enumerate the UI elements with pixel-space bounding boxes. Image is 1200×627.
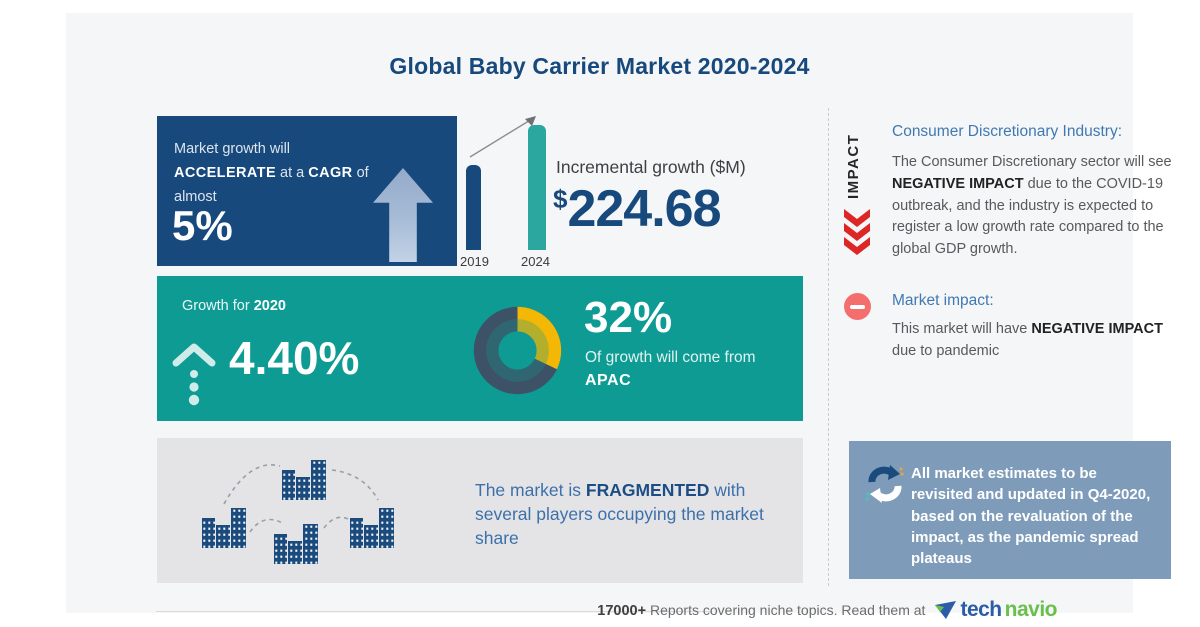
- market-impact-heading: Market impact:: [892, 292, 994, 309]
- infographic-card: Global Baby Carrier Market 2020-2024 Mar…: [66, 13, 1172, 621]
- market-impact-paragraph: This market will have NEGATIVE IMPACT du…: [892, 321, 1163, 359]
- incremental-growth-value: $224.68: [553, 180, 722, 238]
- impact-vertical-label: IMPACT: [845, 133, 862, 199]
- fragmented-box: The market is FRAGMENTED with several pl…: [157, 438, 803, 583]
- bar-2019: [466, 165, 481, 250]
- estimates-text: All market estimates to be revisited and…: [911, 465, 1151, 568]
- currency-symbol: $: [553, 184, 568, 214]
- vertical-divider: [828, 108, 829, 586]
- apac-share-desc: Of growth will come from: [585, 349, 756, 366]
- refresh-icon: [865, 465, 904, 503]
- industry-heading: Consumer Discretionary Industry:: [892, 123, 1122, 140]
- footer-text: 17000+ Reports covering niche topics. Re…: [597, 601, 926, 619]
- trend-arrow-icon: [469, 116, 536, 158]
- buildings-illustration: [202, 460, 394, 564]
- footer-divider: [156, 611, 711, 612]
- cagr-box: Market growth will ACCELERATE at a CAGR …: [157, 116, 457, 266]
- incremental-bar-chart: 2019 2024: [460, 113, 556, 269]
- estimates-box: All market estimates to be revisited and…: [849, 441, 1171, 579]
- apac-share-pct: 32%: [584, 293, 673, 342]
- technavio-logo[interactable]: tech navio: [935, 598, 1058, 622]
- growth-up-icon: [172, 343, 216, 406]
- fragmented-text: The market is FRAGMENTED with several pl…: [475, 480, 764, 549]
- apac-share-donut: [473, 306, 562, 395]
- growth-year-label: Growth for 2020: [182, 298, 286, 314]
- growth-2020-box: Growth for 2020 4.40% 32% Of growth will…: [157, 276, 803, 421]
- page-title: Global Baby Carrier Market 2020-2024: [389, 53, 810, 79]
- bar-label-2019: 2019: [460, 254, 489, 269]
- cagr-value: 5%: [172, 202, 233, 249]
- technavio-logo-icon: [935, 601, 957, 619]
- bar-2024: [528, 125, 546, 250]
- growth-2020-value: 4.40%: [229, 332, 360, 384]
- bar-label-2024: 2024: [521, 254, 550, 269]
- industry-paragraph: The Consumer Discretionary sector will s…: [892, 154, 1172, 257]
- apac-share-region: APAC: [585, 372, 632, 389]
- negative-impact-chevrons-icon: [844, 209, 870, 255]
- incremental-growth-label: Incremental growth ($M): [556, 157, 746, 177]
- footer: 17000+ Reports covering niche topics. Re…: [597, 598, 1057, 622]
- no-entry-icon: [844, 293, 871, 320]
- cagr-heading: Market growth will ACCELERATE at a CAGR …: [174, 141, 369, 205]
